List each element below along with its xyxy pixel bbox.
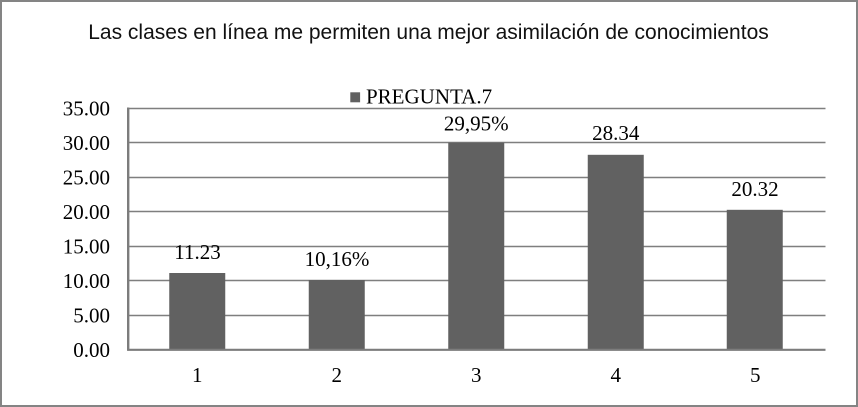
svg-text:0.00: 0.00	[73, 338, 110, 362]
svg-text:4: 4	[611, 363, 622, 387]
svg-text:10,16%: 10,16%	[305, 247, 370, 271]
svg-text:30.00: 30.00	[63, 131, 110, 155]
svg-text:2: 2	[332, 363, 343, 387]
svg-text:5: 5	[750, 363, 761, 387]
svg-text:11.23: 11.23	[174, 240, 220, 264]
svg-text:28.34: 28.34	[592, 121, 640, 145]
svg-text:3: 3	[471, 363, 482, 387]
svg-text:Las clases en línea me permite: Las clases en línea me permiten una mejo…	[88, 21, 769, 44]
svg-text:29,95%: 29,95%	[444, 112, 509, 136]
svg-text:10.00: 10.00	[63, 269, 110, 293]
svg-text:PREGUNTA.7: PREGUNTA.7	[366, 85, 492, 109]
svg-text:25.00: 25.00	[63, 166, 110, 190]
svg-text:35.00: 35.00	[63, 97, 110, 121]
svg-text:20.00: 20.00	[63, 200, 110, 224]
svg-text:15.00: 15.00	[63, 235, 110, 259]
svg-text:5.00: 5.00	[73, 304, 110, 328]
svg-text:20.32: 20.32	[731, 177, 778, 201]
svg-text:1: 1	[192, 363, 203, 387]
